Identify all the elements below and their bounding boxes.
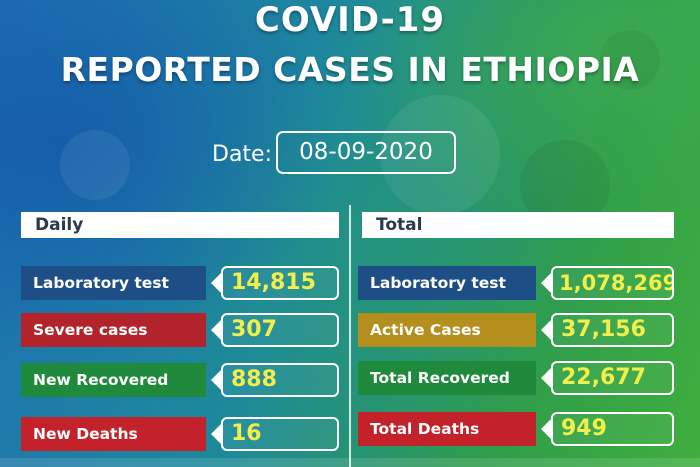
stat-value: 888 — [221, 363, 339, 397]
date-value: 08-09-2020 — [276, 131, 456, 174]
stat-label: Active Cases — [358, 313, 536, 347]
stat-label: Total Deaths — [358, 412, 536, 446]
daily-heading: Daily — [21, 212, 339, 238]
total-row-lab-test: Laboratory test 1,078,269 — [358, 266, 674, 300]
stat-label: Total Recovered — [358, 361, 536, 395]
date-label: Date: — [212, 142, 272, 167]
virus-decoration — [60, 130, 130, 200]
stat-label: Laboratory test — [358, 266, 536, 300]
page-subtitle: REPORTED CASES IN ETHIOPIA — [60, 50, 640, 89]
arrow-icon — [541, 318, 553, 342]
arrow-icon — [211, 271, 223, 295]
total-row-recovered: Total Recovered 22,677 — [358, 361, 674, 395]
stat-value: 307 — [221, 313, 339, 347]
arrow-icon — [541, 271, 553, 295]
total-row-active: Active Cases 37,156 — [358, 313, 674, 347]
daily-row-severe: Severe cases 307 — [21, 313, 339, 347]
stat-value: 37,156 — [551, 313, 674, 347]
daily-row-lab-test: Laboratory test 14,815 — [21, 266, 339, 300]
virus-decoration — [600, 30, 660, 90]
daily-row-recovered: New Recovered 888 — [21, 363, 339, 397]
daily-row-deaths: New Deaths 16 — [21, 417, 339, 451]
stat-label: Laboratory test — [21, 266, 206, 300]
column-divider — [349, 205, 351, 467]
arrow-icon — [211, 422, 223, 446]
arrow-icon — [211, 368, 223, 392]
stat-label: Severe cases — [21, 313, 206, 347]
stat-value: 14,815 — [221, 266, 339, 300]
stat-label: New Recovered — [21, 363, 206, 397]
stat-label: New Deaths — [21, 417, 206, 451]
stat-value: 22,677 — [551, 361, 674, 395]
arrow-icon — [541, 366, 553, 390]
total-heading: Total — [362, 212, 674, 238]
stat-value: 1,078,269 — [551, 266, 674, 300]
arrow-icon — [211, 318, 223, 342]
virus-decoration — [380, 95, 500, 215]
arrow-icon — [541, 417, 553, 441]
stat-value: 949 — [551, 412, 674, 446]
total-row-deaths: Total Deaths 949 — [358, 412, 674, 446]
stat-value: 16 — [221, 417, 339, 451]
page-title: COVID-19 — [254, 0, 446, 40]
footer-band — [0, 458, 700, 467]
